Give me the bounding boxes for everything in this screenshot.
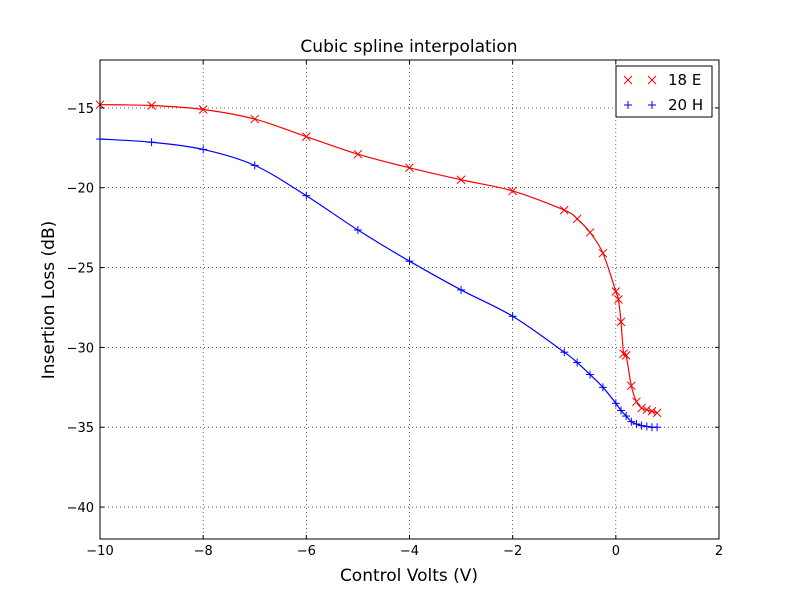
plot-background <box>100 60 719 539</box>
data-point-20h <box>622 412 631 421</box>
legend-marker-point <box>648 101 656 109</box>
data-point-18e <box>572 214 582 224</box>
legend-marker-point <box>623 75 633 85</box>
legend: 18 E 20 H <box>615 65 713 118</box>
data-point-20h <box>586 370 595 379</box>
data-point-20h <box>508 312 517 321</box>
x-tick-label: −2 <box>503 544 522 559</box>
data-point-18e <box>508 186 518 196</box>
data-point-18e <box>621 351 631 360</box>
data-point-20h <box>199 145 208 154</box>
data-point-18e <box>559 205 569 215</box>
data-point-20h <box>616 406 625 415</box>
data-point-18e <box>647 406 657 416</box>
series-line-20h <box>99 138 658 428</box>
legend-label-18e: 18 E <box>668 71 701 89</box>
legend-marker-20h <box>624 101 656 109</box>
data-point-18e <box>614 295 623 304</box>
data-point-18e <box>616 317 626 327</box>
data-point-18e <box>652 408 662 418</box>
data-point-20h <box>560 348 569 357</box>
data-point-18e <box>598 248 608 258</box>
data-point-20h <box>611 399 620 408</box>
data-point-18e <box>611 287 621 296</box>
y-axis-label: Insertion Loss (dB) <box>39 221 59 379</box>
x-tick-label: 0 <box>612 544 620 559</box>
data-point-18e <box>456 175 466 185</box>
data-point-18e <box>301 132 311 141</box>
data-point-18e <box>250 114 260 124</box>
data-point-20h <box>353 226 362 235</box>
legend-marker-18e <box>623 75 657 85</box>
y-tick-label: −20 <box>67 182 94 197</box>
data-point-20h <box>598 383 607 392</box>
legend-label-20h: 20 H <box>668 96 703 114</box>
y-tick-label: −15 <box>67 102 94 117</box>
data-point-20h <box>632 420 641 429</box>
x-axis-label: Control Volts (V) <box>340 566 478 586</box>
data-point-20h <box>147 138 156 147</box>
x-tick-label: −10 <box>86 544 113 559</box>
data-point-18e <box>637 403 646 413</box>
y-tick-label: −30 <box>67 341 94 356</box>
data-point-18e <box>405 163 414 173</box>
series-layer <box>95 100 662 432</box>
legend-marker-point <box>624 101 632 109</box>
data-point-18e <box>642 405 652 415</box>
data-point-20h <box>302 191 311 200</box>
data-point-20h <box>250 161 259 170</box>
y-tick-label: −40 <box>67 501 94 516</box>
data-point-20h <box>653 423 662 432</box>
x-tick-label: 2 <box>715 544 723 559</box>
x-tick-label: −8 <box>194 544 213 559</box>
y-tick-label: −35 <box>67 421 94 436</box>
data-point-20h <box>642 422 651 431</box>
data-point-18e <box>632 397 641 407</box>
y-tick-label: −25 <box>67 262 94 277</box>
data-point-18e <box>147 101 156 110</box>
data-point-20h <box>405 257 414 266</box>
data-point-20h <box>637 421 646 430</box>
data-point-20h <box>627 417 636 426</box>
chart-title: Cubic spline interpolation <box>300 37 517 57</box>
x-tick-label: −6 <box>297 544 316 559</box>
x-tick-label: −4 <box>400 544 419 559</box>
data-point-18e <box>198 105 208 114</box>
data-point-20h <box>457 285 466 294</box>
data-point-18e <box>619 349 628 359</box>
data-point-18e <box>626 381 636 391</box>
data-point-20h <box>573 358 582 367</box>
legend-box <box>615 65 713 118</box>
data-point-18e <box>353 149 363 159</box>
ticks: −10 −8 −6 −4 −2 0 2−40−35−30−25−20−15 <box>67 60 723 559</box>
legend-marker-point <box>647 75 657 85</box>
data-point-18e <box>585 228 595 237</box>
